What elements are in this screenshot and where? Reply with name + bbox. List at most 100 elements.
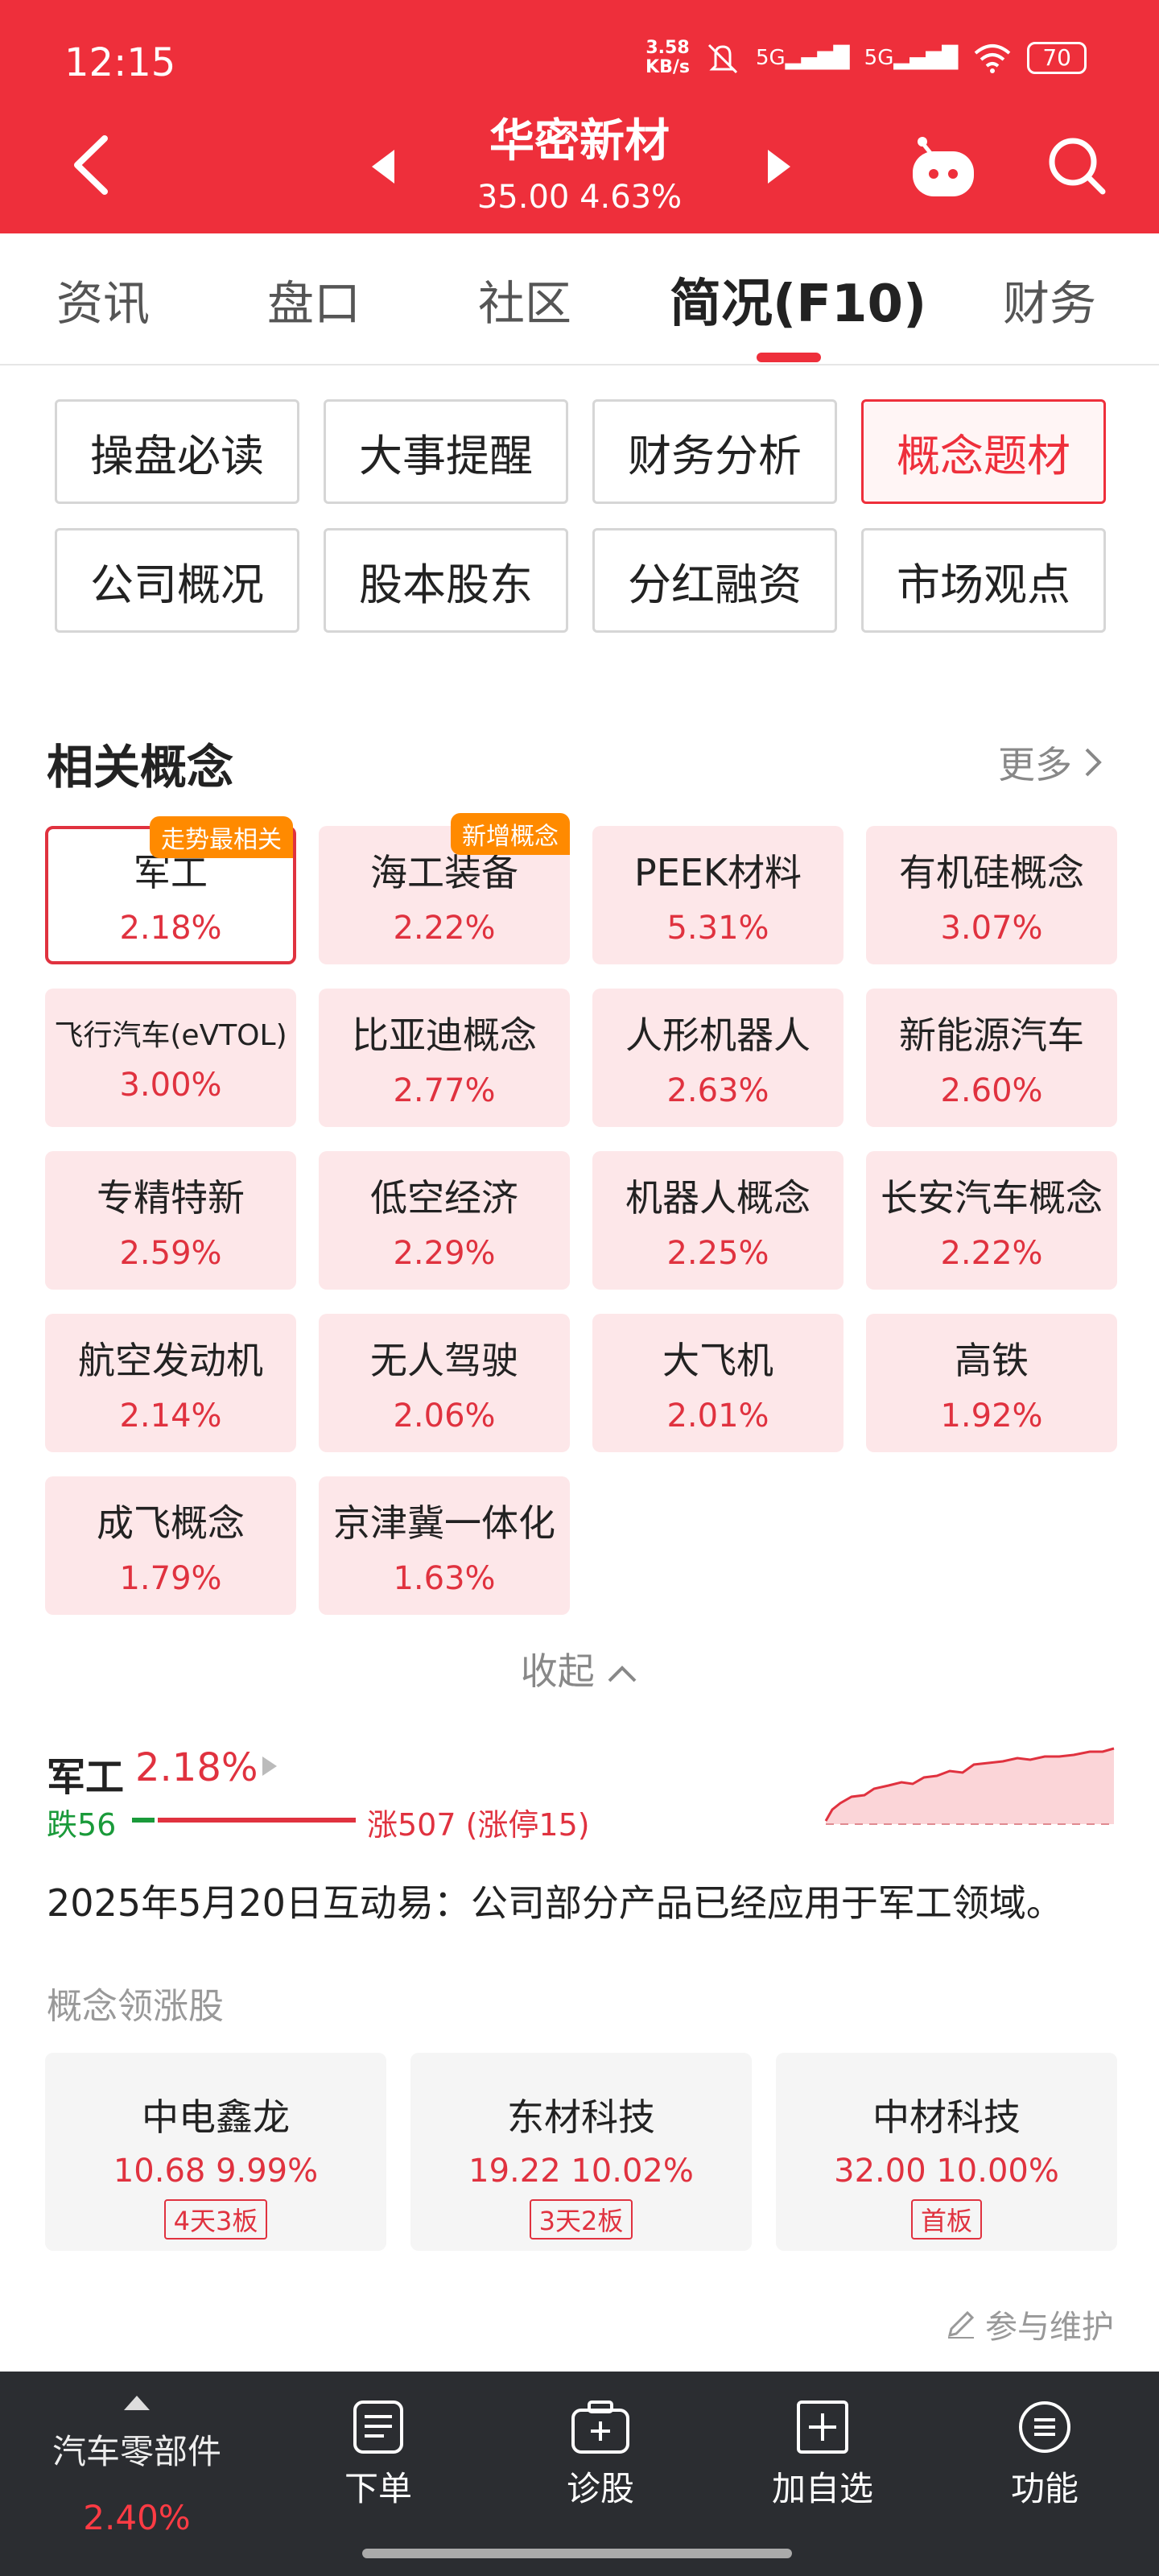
sub-button-events[interactable]: 大事提醒 <box>324 399 568 504</box>
signal-5g-2: 5G▂▄▆█ <box>864 46 959 70</box>
concept-cell[interactable]: 成飞概念 1.79% <box>45 1476 296 1615</box>
next-stock-icon[interactable] <box>765 147 794 187</box>
leader-stock-quote: 19.22 10.02% <box>468 2153 694 2190</box>
concept-cell[interactable]: 有机硅概念 3.07% <box>866 826 1117 964</box>
collapse-button[interactable]: 收起 <box>0 1642 1159 1695</box>
concept-cell[interactable]: 无人驾驶 2.06% <box>319 1314 570 1452</box>
more-link[interactable]: 更多 <box>998 736 1103 789</box>
concept-badge: 走势最相关 <box>150 816 293 858</box>
concept-cell[interactable]: 专精特新 2.59% <box>45 1151 296 1290</box>
search-icon[interactable] <box>1045 134 1109 198</box>
leader-stock-card[interactable]: 中材科技 32.00 10.00% 首板 <box>776 2053 1117 2251</box>
menu-label: 功能 <box>1010 2469 1079 2508</box>
selected-concept-name[interactable]: 军工 <box>47 1755 125 1800</box>
selected-concept-pct: 2.18% <box>135 1745 258 1790</box>
concept-description: 2025年5月20日互动易：公司部分产品已经应用于军工领域。 <box>47 1881 1063 1925</box>
concept-cell[interactable]: 新能源汽车 2.60% <box>866 989 1117 1127</box>
signal-5g-1: 5G▂▄▆█ <box>755 46 850 70</box>
concept-pct: 5.31% <box>666 910 769 947</box>
concept-name: 高铁 <box>955 1339 1029 1382</box>
leader-stock-name: 中电鑫龙 <box>142 2095 290 2139</box>
concept-cell[interactable]: 新增概念 海工装备 2.22% <box>319 813 570 964</box>
concept-cell[interactable]: 低空经济 2.29% <box>319 1151 570 1290</box>
sub-button-financial-analysis[interactable]: 财务分析 <box>592 399 837 504</box>
leader-stock-quote: 32.00 10.00% <box>834 2153 1059 2190</box>
concept-pct: 2.77% <box>393 1072 496 1109</box>
leader-stock-tag: 4天3板 <box>163 2199 268 2240</box>
concept-pct: 2.06% <box>393 1397 496 1435</box>
participate-maintain-link[interactable]: 参与维护 <box>945 2301 1114 2347</box>
leader-stock-quote: 10.68 9.99% <box>113 2153 319 2190</box>
concept-cell[interactable]: 大飞机 2.01% <box>592 1314 843 1452</box>
rise-ratio-bar <box>158 1818 356 1823</box>
diagnose-label: 诊股 <box>566 2469 634 2508</box>
concept-name: 无人驾驶 <box>370 1339 518 1382</box>
concept-name: 军工 <box>134 851 208 894</box>
diagnose-icon <box>571 2401 629 2454</box>
tab-f10-overview[interactable]: 简况(F10) <box>670 275 927 334</box>
concept-name: 低空经济 <box>370 1176 518 1220</box>
concept-pct: 2.29% <box>393 1235 496 1272</box>
tab-orderbook[interactable]: 盘口 <box>267 276 361 331</box>
sub-button-shareholders[interactable]: 股本股东 <box>324 528 568 633</box>
active-tab-indicator <box>757 353 821 362</box>
robot-assistant-icon[interactable] <box>908 135 979 200</box>
tab-community[interactable]: 社区 <box>478 276 572 331</box>
stock-name: 华密新材 <box>489 115 670 167</box>
leader-stock-card[interactable]: 中电鑫龙 10.68 9.99% 4天3板 <box>45 2053 386 2251</box>
concept-badge: 新增概念 <box>451 813 570 855</box>
back-icon[interactable] <box>64 129 121 201</box>
add-watchlist-button[interactable]: 加自选 <box>742 2399 903 2511</box>
concept-name: 机器人概念 <box>625 1176 810 1220</box>
concept-cell[interactable]: PEEK材料 5.31% <box>592 826 843 964</box>
concept-pct: 2.25% <box>666 1235 769 1272</box>
concept-pct: 2.14% <box>119 1397 222 1435</box>
add-watchlist-label: 加自选 <box>771 2469 873 2508</box>
concept-cell[interactable]: 机器人概念 2.25% <box>592 1151 843 1290</box>
concept-name: 比亚迪概念 <box>352 1013 537 1057</box>
tab-news[interactable]: 资讯 <box>56 276 151 331</box>
play-triangle-icon[interactable] <box>262 1757 277 1776</box>
concept-cell[interactable]: 比亚迪概念 2.77% <box>319 989 570 1127</box>
concept-name: 长安汽车概念 <box>881 1176 1103 1220</box>
expand-up-icon <box>124 2396 150 2410</box>
concept-name: 京津冀一体化 <box>333 1501 555 1545</box>
sub-button-trading-essentials[interactable]: 操盘必读 <box>55 399 299 504</box>
fall-ratio-bar <box>132 1818 155 1823</box>
leader-stock-card[interactable]: 东材科技 19.22 10.02% 3天2板 <box>410 2053 752 2251</box>
chevron-right-icon <box>1085 748 1102 777</box>
prev-stock-icon[interactable] <box>369 147 398 187</box>
concept-name: 人形机器人 <box>625 1013 810 1057</box>
concept-pct: 2.63% <box>666 1072 769 1109</box>
order-button[interactable]: 下单 <box>298 2399 459 2511</box>
concept-cell[interactable]: 京津冀一体化 1.63% <box>319 1476 570 1615</box>
concept-name: 海工装备 <box>370 851 518 894</box>
concept-pct: 2.01% <box>666 1397 769 1435</box>
leader-stock-tag: 3天2板 <box>529 2199 633 2240</box>
concept-cell[interactable]: 航空发动机 2.14% <box>45 1314 296 1452</box>
sub-button-company-profile[interactable]: 公司概况 <box>55 528 299 633</box>
sub-button-dividends[interactable]: 分红融资 <box>592 528 837 633</box>
concept-pct: 2.22% <box>393 910 496 947</box>
diagnose-button[interactable]: 诊股 <box>520 2399 681 2511</box>
menu-button[interactable]: 功能 <box>964 2399 1125 2511</box>
leader-stock-name: 东材科技 <box>507 2095 655 2139</box>
top-tabs: 资讯 盘口 社区 简况(F10) 财务 <box>0 233 1159 365</box>
sector-indicator[interactable]: 汽车零部件 2.40% <box>48 2396 225 2537</box>
tab-finance[interactable]: 财务 <box>1003 276 1097 331</box>
status-time: 12:15 <box>64 40 176 85</box>
concept-cell[interactable]: 走势最相关 军工 2.18% <box>45 816 296 964</box>
sector-name: 汽车零部件 <box>52 2432 221 2471</box>
concept-cell[interactable]: 高铁 1.92% <box>866 1314 1117 1452</box>
pencil-icon <box>947 2310 975 2339</box>
sub-button-market-views[interactable]: 市场观点 <box>861 528 1106 633</box>
concept-name: 飞行汽车(eVTOL) <box>54 1019 287 1052</box>
concept-cell[interactable]: 飞行汽车(eVTOL) 3.00% <box>45 989 296 1127</box>
sub-button-concepts[interactable]: 概念题材 <box>861 399 1106 504</box>
fall-count: 跌56 <box>47 1807 117 1843</box>
concept-cell[interactable]: 人形机器人 2.63% <box>592 989 843 1127</box>
concept-cell[interactable]: 长安汽车概念 2.22% <box>866 1151 1117 1290</box>
concept-pct: 2.59% <box>119 1235 222 1272</box>
concept-name: PEEK材料 <box>633 851 802 894</box>
home-indicator[interactable] <box>362 2549 792 2558</box>
